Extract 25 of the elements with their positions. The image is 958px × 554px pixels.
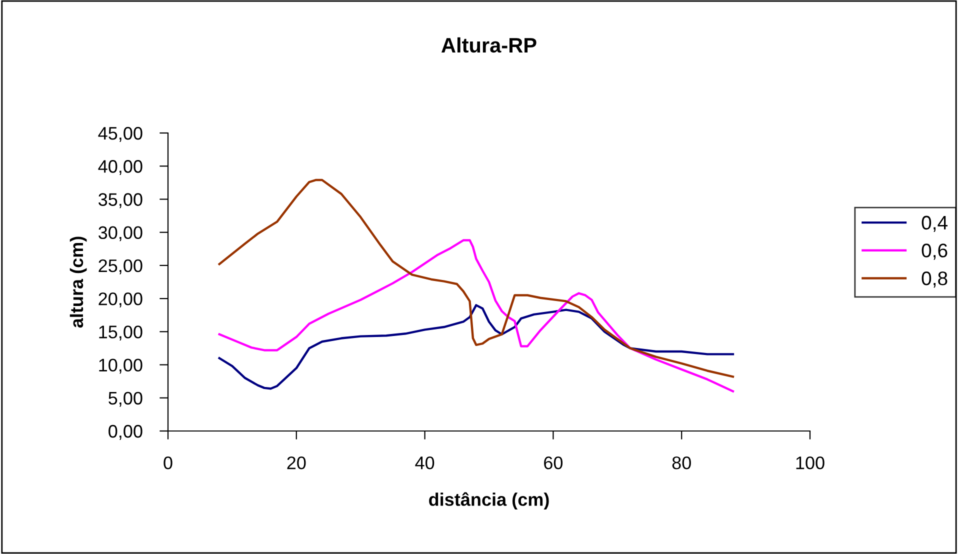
x-tick-label: 20 — [287, 456, 306, 470]
x-tick-label: 80 — [672, 456, 691, 470]
legend-label: 0,8 — [922, 272, 948, 288]
y-axis-title: altura (cm) — [70, 236, 87, 328]
x-tick-label: 0 — [164, 456, 172, 470]
y-tick-label: 35,00 — [98, 193, 142, 208]
y-tick-label: 40,00 — [98, 160, 142, 175]
x-tick-label: 100 — [796, 456, 824, 470]
x-tick-label: 40 — [415, 456, 434, 470]
line-series — [218, 304, 734, 390]
y-tick-label: 0,00 — [108, 424, 142, 440]
y-tick-label: 25,00 — [98, 259, 142, 274]
line-series — [218, 178, 734, 378]
y-tick-label: 15,00 — [99, 326, 142, 341]
legend-label: 0,6 — [922, 244, 948, 260]
y-tick-label: 5,00 — [108, 392, 142, 407]
y-tick-label: 10,00 — [99, 358, 142, 374]
y-tick-label: 20,00 — [98, 292, 142, 308]
x-axis-title: distância (cm) — [429, 492, 549, 510]
legend-label: 0,4 — [922, 216, 948, 232]
y-tick-label: 30,00 — [98, 226, 142, 242]
x-tick-label: 60 — [544, 456, 563, 470]
chart-title: Altura-RP — [441, 37, 536, 53]
line-series — [218, 239, 734, 392]
y-tick-label: 45,00 — [98, 126, 142, 142]
